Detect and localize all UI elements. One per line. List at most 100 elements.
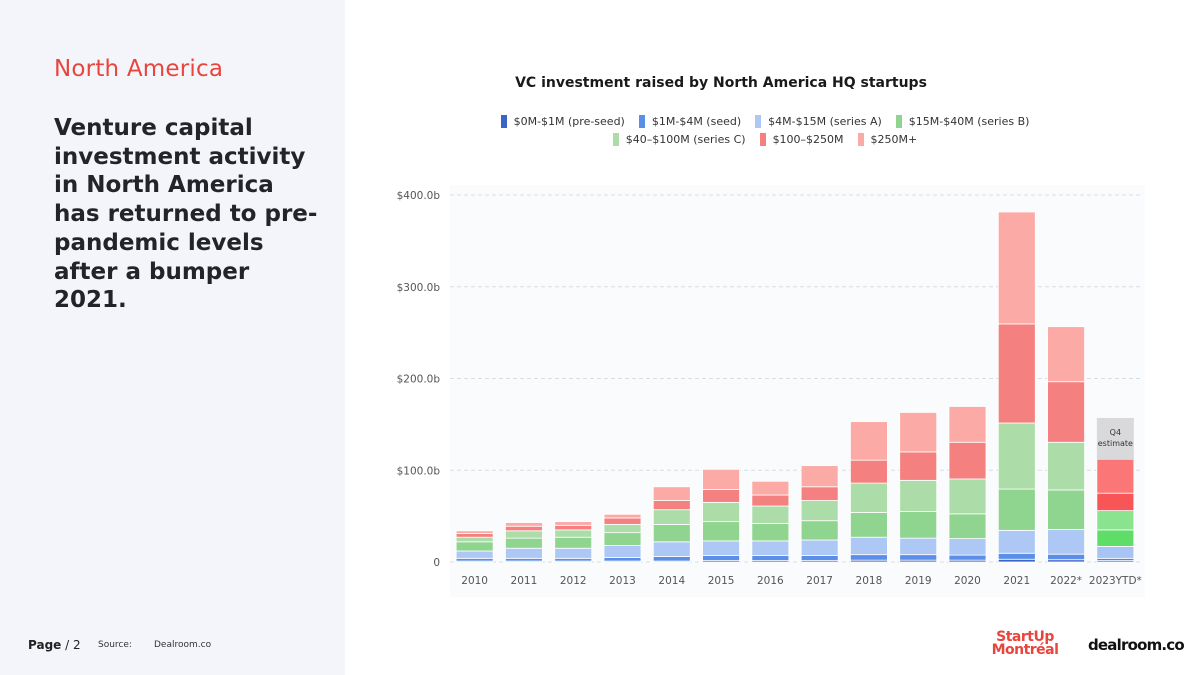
bar-segment — [948, 538, 987, 556]
bar-segment — [948, 441, 987, 480]
bar-segment — [948, 478, 987, 515]
x-tick-label: 2015 — [708, 575, 735, 587]
x-tick-label: 2017 — [806, 575, 833, 587]
x-tick-label: 2016 — [757, 575, 784, 587]
bar-segment — [751, 505, 790, 524]
legend-swatch — [612, 133, 619, 146]
x-tick-label: 2014 — [658, 575, 685, 587]
bar-segment — [800, 500, 839, 522]
page-label: Page — [28, 638, 62, 652]
bar-segment — [505, 525, 543, 532]
bar-segment — [948, 554, 987, 561]
bar-segment — [702, 521, 740, 542]
legend-item: $4M-$15M (series A) — [755, 115, 882, 128]
legend-item: $250M+ — [857, 133, 917, 146]
bar-segment — [850, 554, 888, 561]
bar-segment — [455, 533, 494, 538]
bar-segment — [800, 539, 839, 556]
bar-segment — [652, 500, 691, 511]
y-tick-label: $200.0b — [397, 374, 441, 386]
bar-segment — [1047, 381, 1085, 443]
bar-segment — [505, 530, 543, 539]
bar-segment — [652, 541, 691, 557]
bar-segment — [1047, 489, 1085, 530]
bar-segment — [603, 532, 642, 546]
bar-segment — [899, 554, 938, 561]
x-tick-label: 2021 — [1003, 575, 1030, 587]
bar-segment — [800, 555, 839, 562]
bar-segment — [997, 558, 1036, 563]
legend-item: $0M-$1M (pre-seed) — [500, 115, 625, 128]
bar-segment — [603, 523, 642, 534]
x-tick-label: 2012 — [560, 575, 587, 587]
bar-segment — [702, 555, 740, 562]
chart-title: VC investment raised by North America HQ… — [515, 75, 927, 91]
bar-segment — [702, 501, 740, 523]
estimate-annotation: Q4 estimate — [1096, 417, 1134, 460]
x-tick-label: 2013 — [609, 575, 636, 587]
legend-swatch — [759, 133, 766, 146]
headline: Venture capital investment activity in N… — [54, 115, 318, 314]
bar-segment — [603, 513, 642, 519]
chart-bars — [455, 211, 1135, 563]
bar-segment — [899, 537, 938, 556]
bar-segment — [850, 482, 888, 513]
bar-segment — [1096, 492, 1135, 512]
x-tick-label: 2019 — [905, 575, 932, 587]
bar-segment — [997, 323, 1036, 424]
x-tick-label: 2010 — [461, 575, 488, 587]
chart-legend: $0M-$1M (pre-seed) $1M-$4M (seed) $4M-$15M… — [485, 115, 1045, 146]
region-title: North America — [54, 56, 224, 82]
y-tick-label: $300.0b — [397, 282, 441, 294]
bar-segment — [652, 556, 691, 562]
bar-segment — [455, 557, 494, 562]
bar-segment — [1096, 458, 1135, 494]
bar-segment — [948, 406, 987, 443]
legend-swatch — [638, 115, 645, 128]
x-tick-label: 2011 — [511, 575, 538, 587]
bar-segment — [505, 522, 543, 527]
bar-segment — [702, 540, 740, 556]
bar-segment — [554, 521, 593, 526]
legend-item: $100–$250M — [759, 133, 844, 146]
bar-segment — [800, 486, 839, 501]
bar-segment — [455, 541, 494, 552]
left-panel: North America Venture capital investment… — [0, 0, 345, 675]
bar-segment — [505, 537, 543, 549]
bar-segment — [800, 520, 839, 541]
legend-swatch — [500, 115, 507, 128]
bar-segment — [997, 529, 1036, 554]
bar-segment — [850, 536, 888, 556]
legend-label: $4M-$15M (series A) — [768, 115, 882, 128]
bar-segment — [899, 451, 938, 481]
y-axis: 0 $100.0b $200.0b $300.0b $400.0b — [397, 190, 441, 569]
legend-label: $15M-$40M (series B) — [908, 115, 1030, 128]
bar-segment — [455, 530, 494, 534]
x-tick-label: 2023YTD* — [1089, 575, 1142, 587]
bar-segment — [800, 465, 839, 488]
bar-segment — [751, 523, 790, 542]
legend-swatch — [755, 115, 762, 128]
bar-segment — [948, 513, 987, 540]
bar-segment — [899, 479, 938, 512]
y-tick-label: 0 — [433, 557, 440, 569]
bar-segment — [751, 480, 790, 496]
bar-segment — [850, 459, 888, 484]
logo-line-2: Montréal — [991, 642, 1059, 658]
legend-swatch — [857, 133, 864, 146]
legend-item: $15M-$40M (series B) — [895, 115, 1030, 128]
source-name: Dealroom.co — [154, 640, 212, 650]
bar-segment — [652, 523, 691, 543]
bar-segment — [1047, 529, 1085, 555]
bar-segment — [554, 557, 593, 562]
x-axis: 2010 2011 2012 2013 2014 2015 2016 2017 2018 2019… — [461, 575, 1142, 587]
bar-segment — [652, 509, 691, 525]
logo-line-1: StartUp — [996, 629, 1054, 645]
legend-swatch — [895, 115, 902, 128]
x-tick-label: 2022* — [1050, 575, 1082, 587]
bar-segment — [455, 536, 494, 543]
chart-svg: 2010 2011 2012 2013 2014 2015 2016 2017 2018 2019… — [397, 185, 1145, 597]
legend-label: $1M-$4M (seed) — [651, 115, 742, 128]
bar-segment — [751, 540, 790, 556]
legend-label: $40–$100M (series C) — [625, 133, 746, 146]
